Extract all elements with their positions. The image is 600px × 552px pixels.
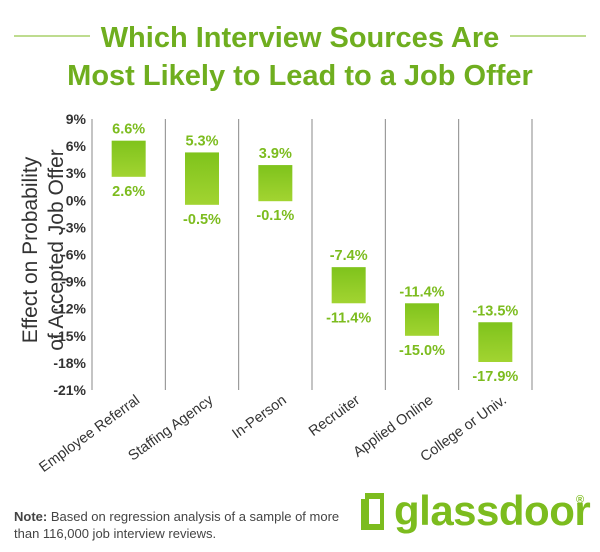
low-value-label: -15.0% (399, 343, 445, 359)
range-bar (185, 152, 219, 205)
y-tick-label: -21% (53, 382, 86, 398)
range-bar (331, 267, 366, 304)
high-value-label: 6.6% (112, 122, 145, 138)
y-tick-label: 9% (66, 111, 87, 127)
y-tick-label: -15% (53, 328, 86, 344)
category-label: Employee Referral (36, 392, 143, 476)
high-value-label: 5.3% (185, 133, 218, 149)
range-bar (258, 165, 293, 202)
high-value-label: 3.9% (259, 146, 292, 162)
glassdoor-wordmark: glassdoor (394, 487, 591, 534)
low-value-label: -0.1% (256, 208, 294, 224)
footnote-label: Note: (14, 509, 48, 524)
low-value-label: -11.4% (326, 310, 371, 326)
y-tick-label: 6% (66, 138, 87, 154)
range-bar (405, 303, 439, 336)
high-value-label: -13.5% (472, 303, 518, 319)
range-bar (478, 322, 513, 362)
glassdoor-logo: glassdoor ® (358, 487, 591, 536)
high-value-label: -11.4% (399, 284, 444, 300)
y-tick-label: -18% (53, 355, 86, 371)
y-axis-label-line2: of Accepted Job Offer (45, 149, 68, 351)
y-axis-label-line1: Effect on Probability (19, 156, 42, 343)
y-tick-label: -6% (61, 247, 86, 263)
category-label: Recruiter (306, 392, 363, 440)
y-tick-label: -9% (61, 274, 86, 290)
low-value-label: 2.6% (112, 184, 145, 200)
y-tick-label: 3% (66, 165, 87, 181)
category-label: In-Person (229, 392, 289, 442)
high-value-label: -7.4% (330, 248, 368, 264)
footnote: Note: Based on regression analysis of a … (14, 508, 344, 542)
low-value-label: -0.5% (183, 212, 221, 228)
footnote-text: Based on regression analysis of a sample… (14, 509, 340, 541)
low-value-label: -17.9% (472, 369, 518, 385)
chart-title-line1: Which Interview Sources Are (101, 22, 500, 54)
glassdoor-door-icon (361, 493, 384, 530)
registered-mark: ® (576, 494, 585, 506)
y-tick-label: 0% (66, 192, 87, 208)
y-tick-label: -3% (61, 219, 86, 235)
range-bar (111, 140, 146, 177)
chart-title-line2: Most Likely to Lead to a Job Offer (67, 60, 533, 92)
y-tick-label: -12% (53, 301, 86, 317)
